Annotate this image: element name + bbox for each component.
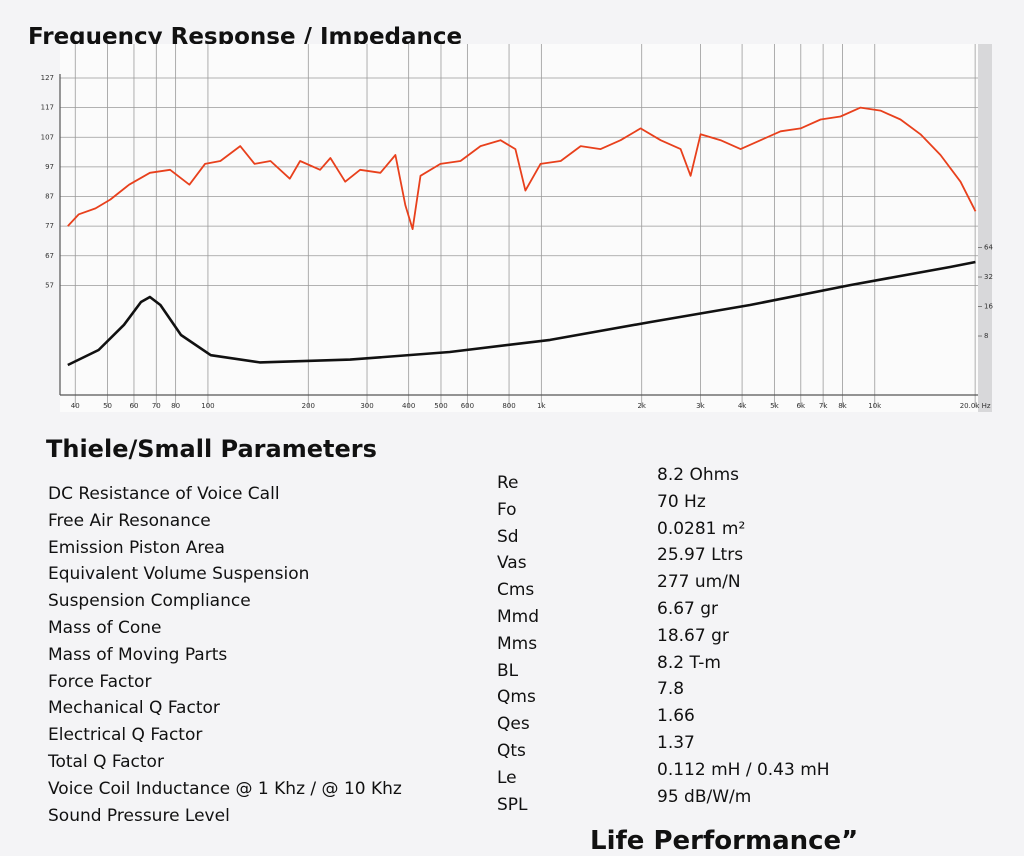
- parameter-value: 277 um/N: [657, 572, 741, 593]
- x-tick-label: 500: [434, 402, 447, 410]
- plot-background: [60, 44, 990, 412]
- parameter-symbol: Mms: [497, 633, 538, 654]
- x-tick-label: 80: [171, 402, 180, 410]
- parameter-symbol: Qms: [497, 687, 536, 708]
- parameter-value: 8.2 T-m: [657, 652, 721, 673]
- parameter-symbol: BL: [497, 660, 519, 681]
- x-tick-label: 100: [201, 402, 214, 410]
- footer-text: Life Performance”: [590, 826, 859, 856]
- parameter-name: Free Air Resonance: [48, 510, 211, 531]
- series-line: [67, 106, 977, 230]
- x-tick-label: 400: [402, 402, 415, 410]
- x-tick-label: 2k: [637, 402, 646, 410]
- x-tick-label: 3k: [696, 402, 705, 410]
- x-tick-label: 8k: [838, 402, 847, 410]
- parameter-name: Electrical Q Factor: [48, 725, 203, 746]
- parameter-symbol: Fo: [497, 499, 517, 520]
- parameter-name: Sound Pressure Level: [48, 805, 230, 826]
- x-tick-label: 60: [130, 402, 139, 410]
- chart: 40 50 60 70 80 100 200 300 400 500 600 800 1k 2k 3k 4k 5…: [41, 44, 993, 412]
- x-tick-label: 300: [360, 402, 373, 410]
- y-tick-label: 57: [45, 281, 54, 289]
- y-tick-label: 87: [45, 193, 54, 201]
- x-tick-label: 7k: [819, 402, 828, 410]
- series-line: [67, 260, 976, 367]
- y2-tick-label: 64: [984, 244, 993, 252]
- section-title: Thiele/Small Parameters: [46, 435, 377, 463]
- x-tick-label: 1k: [537, 402, 546, 410]
- x-tick-label: 5k: [770, 402, 779, 410]
- y-tick-label: 77: [45, 222, 54, 230]
- x-tick-label: 50: [103, 402, 112, 410]
- parameter-value: 7.8: [657, 679, 685, 700]
- parameter-name: Suspension Compliance: [48, 591, 251, 612]
- parameter-name: Force Factor: [48, 671, 152, 692]
- y-tick-label: 127: [41, 74, 54, 82]
- parameter-value: 0.112 mH / 0.43 mH: [657, 759, 830, 780]
- y2-tick-label: 16: [984, 303, 993, 311]
- y2-tick-label: 8: [984, 332, 988, 340]
- parameter-name: Equivalent Volume Suspension: [48, 564, 310, 585]
- parameter-symbol: Mmd: [497, 607, 540, 627]
- y2-tick-label: 32: [984, 273, 993, 281]
- x-tick-label: 4k: [738, 402, 747, 410]
- parameter-name: Mass of Moving Parts: [48, 644, 228, 665]
- x-tick-label: 20.0k Hz: [960, 402, 991, 410]
- parameter-symbol: Vas: [497, 553, 527, 574]
- parameter-value: 18.67 gr: [657, 625, 729, 646]
- parameter-symbol: Qts: [497, 741, 526, 761]
- parameter-name: Mechanical Q Factor: [48, 698, 220, 719]
- parameter-symbol: Le: [497, 767, 517, 788]
- parameter-value: 8.2 Ohms: [657, 465, 740, 485]
- x-tick-label: 200: [302, 402, 315, 410]
- x-tick-label: 6k: [797, 402, 806, 410]
- x-tick-label: 40: [71, 402, 80, 410]
- y-tick-label: 97: [45, 163, 54, 171]
- parameter-name: Mass of Cone: [48, 618, 162, 638]
- parameter-value: 6.67 gr: [657, 599, 719, 619]
- parameter-name: DC Resistance of Voice Call: [48, 484, 280, 504]
- y-tick-label: 117: [41, 104, 54, 112]
- parameter-value: 1.37: [657, 733, 695, 753]
- x-tick-label: 800: [502, 402, 515, 410]
- parameter-value: 1.66: [657, 706, 695, 727]
- y-tick-label: 67: [45, 252, 54, 260]
- parameter-name: Voice Coil Inductance @ 1 Khz / @ 10 Khz: [48, 778, 402, 799]
- parameter-symbol: Qes: [497, 714, 530, 735]
- x-tick-label: 70: [152, 402, 161, 410]
- parameter-value: 0.0281 m²: [657, 518, 746, 539]
- parameter-symbol: SPL: [497, 794, 528, 815]
- parameter-symbol: Re: [497, 473, 519, 493]
- x-tick-label: 600: [461, 402, 474, 410]
- parameter-value: 95 dB/W/m: [657, 786, 752, 807]
- parameter-value: 70 Hz: [657, 491, 706, 512]
- y-tick-label: 107: [41, 133, 54, 141]
- parameter-name: Total Q Factor: [48, 752, 164, 772]
- parameter-value: 25.97 Ltrs: [657, 545, 744, 566]
- right-strip: [978, 44, 992, 412]
- parameter-name: Emission Piston Area: [48, 537, 225, 558]
- x-tick-label: 10k: [868, 402, 882, 410]
- parameter-symbol: Sd: [497, 526, 519, 547]
- parameter-symbol: Cms: [497, 580, 535, 601]
